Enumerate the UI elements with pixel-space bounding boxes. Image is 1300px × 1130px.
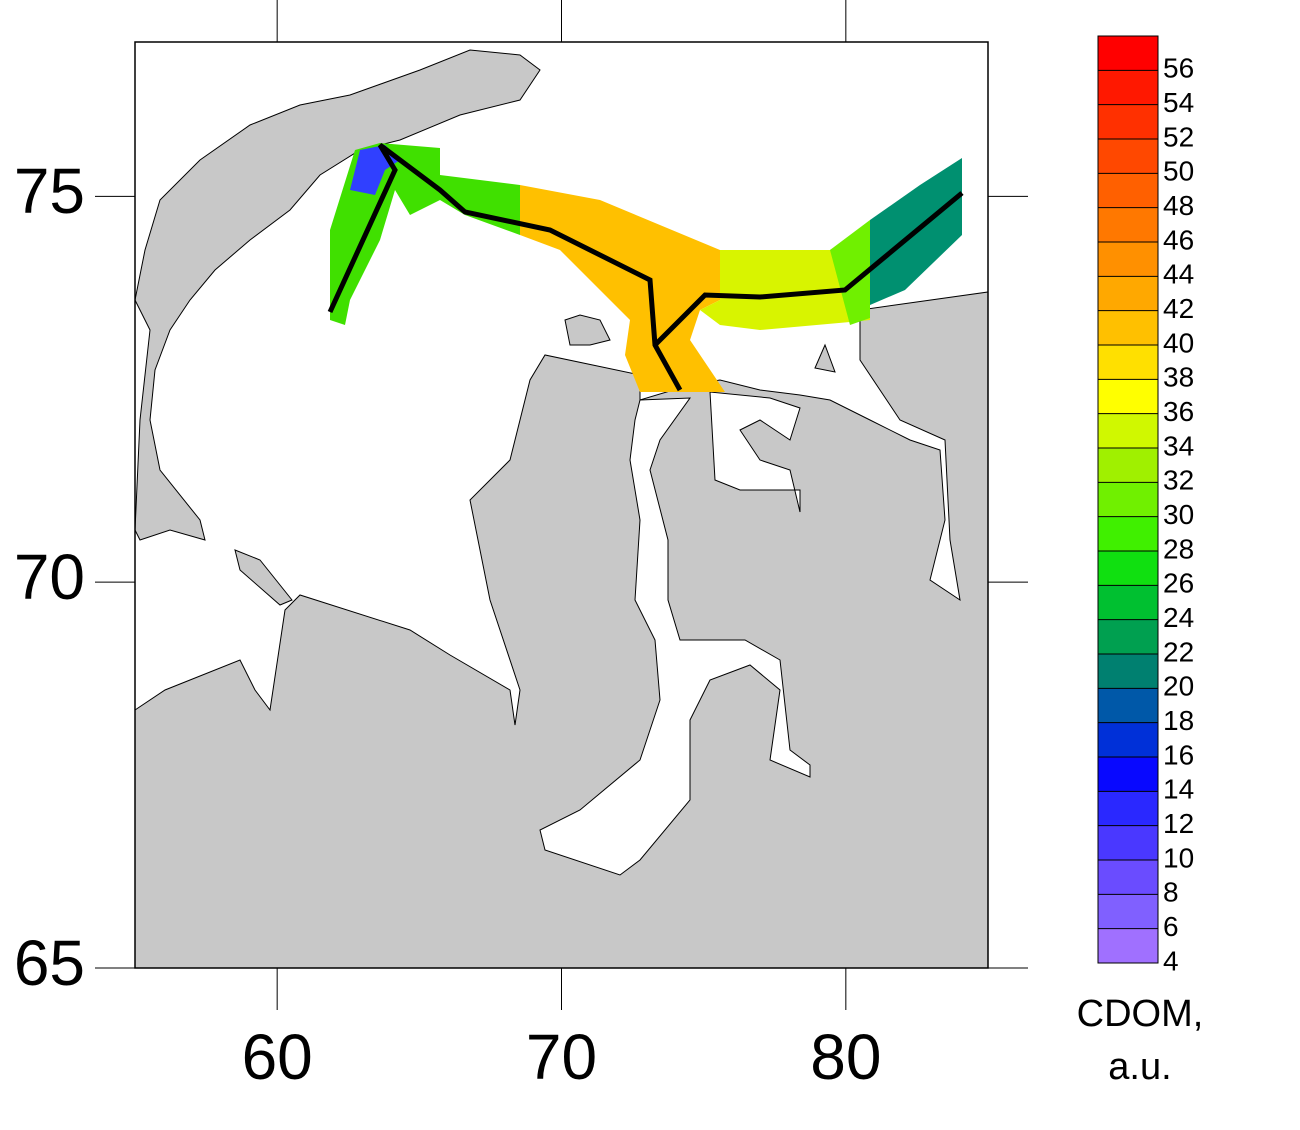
colorbar-band <box>1098 722 1158 757</box>
colorbar-label: 18 <box>1163 705 1194 736</box>
colorbar-label: 42 <box>1163 293 1194 324</box>
colorbar-band <box>1098 276 1158 311</box>
colorbar-label: 16 <box>1163 739 1194 770</box>
colorbar-band <box>1098 516 1158 551</box>
y-tick-label: 75 <box>14 155 85 227</box>
gulf <box>539 397 811 876</box>
colorbar-label: 36 <box>1163 396 1194 427</box>
colorbar-band <box>1098 310 1158 345</box>
island <box>134 49 541 541</box>
colorbar-band <box>1098 894 1158 929</box>
colorbar-band <box>1098 791 1158 826</box>
colorbar-band <box>1098 654 1158 689</box>
colorbar-label: 14 <box>1163 774 1194 805</box>
colorbar-label: 40 <box>1163 327 1194 358</box>
colorbar-label: 46 <box>1163 224 1194 255</box>
y-tick-label: 70 <box>14 541 85 613</box>
colorbar-label: 26 <box>1163 568 1194 599</box>
colorbar-label: 8 <box>1163 877 1179 908</box>
colorbar-label: 6 <box>1163 911 1179 942</box>
island <box>814 343 836 373</box>
colorbar-band <box>1098 688 1158 723</box>
colorbar-band <box>1098 551 1158 586</box>
colorbar-label: 48 <box>1163 190 1194 221</box>
cdom-field <box>520 185 725 392</box>
colorbar-band <box>1098 345 1158 380</box>
colorbar-band <box>1098 860 1158 895</box>
colorbar-band <box>1098 413 1158 448</box>
colorbar-band <box>1098 104 1158 139</box>
colorbar-label: 38 <box>1163 362 1194 393</box>
x-tick-label: 70 <box>526 1021 597 1093</box>
colorbar-band <box>1098 207 1158 242</box>
colorbar-label: 30 <box>1163 499 1194 530</box>
x-tick-label: 60 <box>242 1021 313 1093</box>
colorbar-label: 12 <box>1163 808 1194 839</box>
colorbar-band <box>1098 379 1158 414</box>
colorbar-label: 56 <box>1163 53 1194 84</box>
colorbar-band <box>1098 928 1158 963</box>
mainland <box>134 291 989 969</box>
colorbar-label: 52 <box>1163 121 1194 152</box>
colorbar-label: 44 <box>1163 259 1194 290</box>
colorbar-label: 22 <box>1163 636 1194 667</box>
colorbar-band <box>1098 482 1158 517</box>
colorbar-label: 24 <box>1163 602 1194 633</box>
colorbar-label: 10 <box>1163 842 1194 873</box>
gulf <box>709 391 801 513</box>
cdom-field <box>830 220 870 325</box>
y-tick-label: 65 <box>14 927 85 999</box>
colorbar-label: 34 <box>1163 430 1194 461</box>
colorbar-band <box>1098 619 1158 654</box>
colorbar-title: CDOM, <box>1077 993 1204 1035</box>
colorbar-label: 54 <box>1163 87 1194 118</box>
colorbar-band <box>1098 448 1158 483</box>
colorbar-band <box>1098 825 1158 860</box>
x-tick-label: 80 <box>810 1021 881 1093</box>
colorbar-title: a.u. <box>1108 1046 1171 1088</box>
colorbar-band <box>1098 70 1158 105</box>
colorbar-label: 20 <box>1163 671 1194 702</box>
map-area <box>134 41 989 969</box>
cdom-field <box>700 225 870 330</box>
colorbar-band <box>1098 173 1158 208</box>
colorbar-label: 32 <box>1163 465 1194 496</box>
ship-track <box>327 143 683 392</box>
colorbar-band <box>1098 36 1158 71</box>
island <box>234 549 293 606</box>
colorbar-band <box>1098 585 1158 620</box>
colorbar-band <box>1098 757 1158 792</box>
colorbar-label: 4 <box>1163 945 1179 976</box>
colorbar-band <box>1098 242 1158 277</box>
colorbar-band <box>1098 139 1158 174</box>
island <box>564 314 611 346</box>
colorbar-label: 50 <box>1163 156 1194 187</box>
ship-track <box>653 191 964 347</box>
colorbar-label: 28 <box>1163 533 1194 564</box>
